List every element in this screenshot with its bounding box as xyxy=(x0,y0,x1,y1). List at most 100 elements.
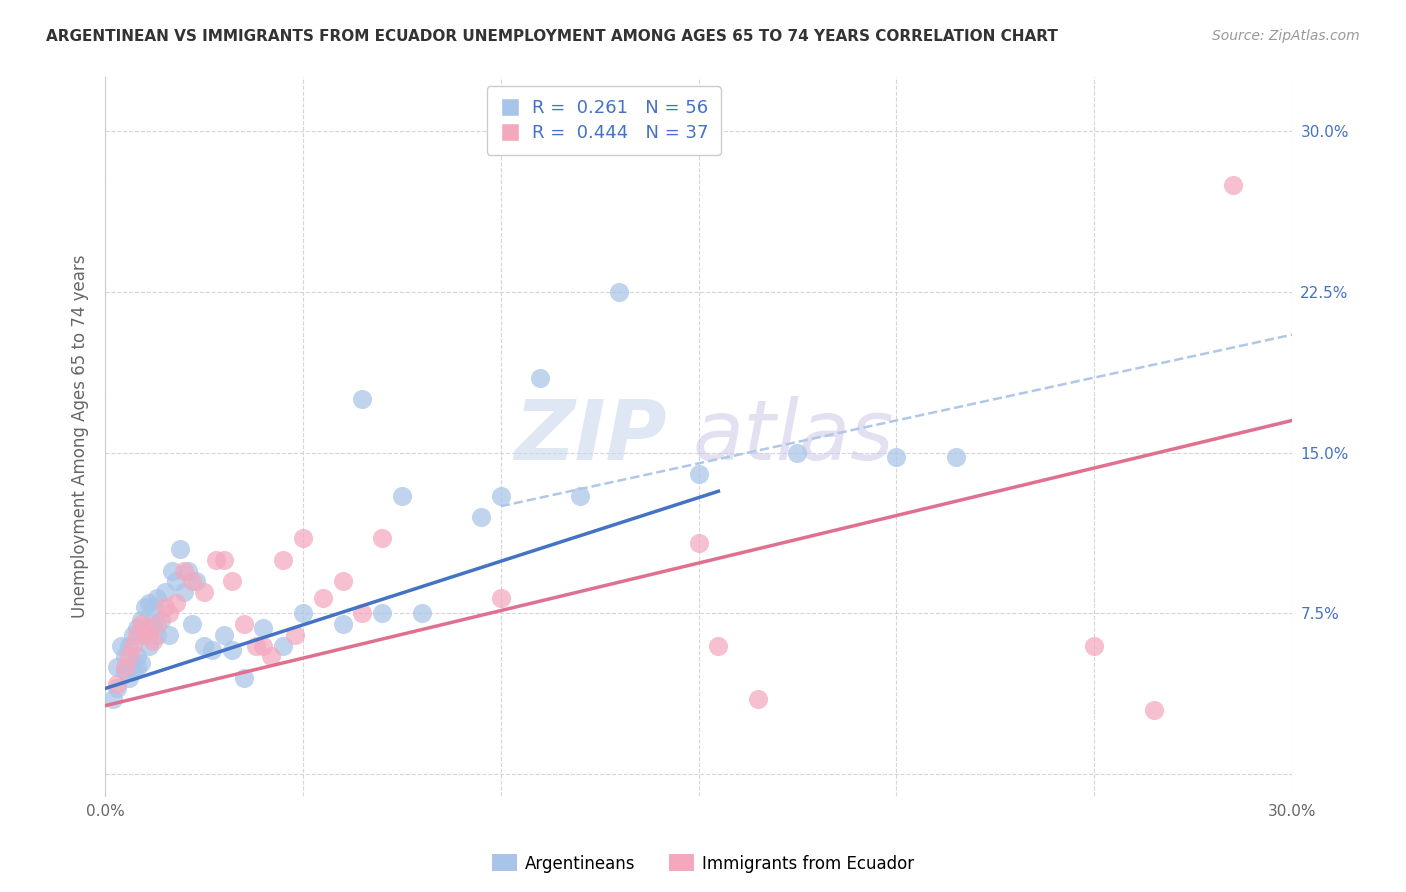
Point xyxy=(212,628,235,642)
Point xyxy=(125,649,148,664)
Point xyxy=(886,450,908,464)
Point xyxy=(105,660,128,674)
Point xyxy=(707,639,730,653)
Point xyxy=(129,617,152,632)
Point xyxy=(145,591,167,606)
Point xyxy=(181,617,204,632)
Point xyxy=(332,574,354,589)
Point xyxy=(271,553,294,567)
Point xyxy=(105,681,128,696)
Point xyxy=(162,564,184,578)
Point xyxy=(134,622,156,636)
Point xyxy=(568,489,591,503)
Point xyxy=(245,639,267,653)
Y-axis label: Unemployment Among Ages 65 to 74 years: Unemployment Among Ages 65 to 74 years xyxy=(72,255,89,618)
Point xyxy=(134,600,156,615)
Point xyxy=(153,585,176,599)
Text: Source: ZipAtlas.com: Source: ZipAtlas.com xyxy=(1212,29,1360,44)
Point xyxy=(125,660,148,674)
Point xyxy=(118,639,141,653)
Point xyxy=(173,564,195,578)
Point xyxy=(489,489,512,503)
Point xyxy=(118,649,141,664)
Point xyxy=(138,622,160,636)
Point xyxy=(1083,639,1105,653)
Point xyxy=(221,574,243,589)
Point xyxy=(352,607,374,621)
Point xyxy=(193,585,215,599)
Point xyxy=(181,574,204,589)
Point xyxy=(332,617,354,632)
Point xyxy=(129,613,152,627)
Point xyxy=(271,639,294,653)
Point xyxy=(312,591,335,606)
Point xyxy=(138,639,160,653)
Point xyxy=(142,600,165,615)
Point xyxy=(945,450,967,464)
Point xyxy=(252,639,274,653)
Point xyxy=(489,591,512,606)
Point xyxy=(149,613,172,627)
Point xyxy=(470,510,492,524)
Point xyxy=(1222,178,1244,192)
Point xyxy=(129,656,152,670)
Point xyxy=(252,622,274,636)
Point xyxy=(173,585,195,599)
Point xyxy=(688,535,710,549)
Point xyxy=(157,607,180,621)
Point xyxy=(260,649,283,664)
Point xyxy=(142,617,165,632)
Point xyxy=(114,665,136,679)
Point xyxy=(138,596,160,610)
Point xyxy=(221,643,243,657)
Legend: R =  0.261   N = 56, R =  0.444   N = 37: R = 0.261 N = 56, R = 0.444 N = 37 xyxy=(486,87,721,155)
Point xyxy=(105,677,128,691)
Point xyxy=(114,649,136,664)
Text: ZIP: ZIP xyxy=(515,396,668,477)
Point xyxy=(165,574,187,589)
Point xyxy=(292,607,315,621)
Point xyxy=(165,596,187,610)
Point xyxy=(747,692,769,706)
Point xyxy=(125,628,148,642)
Point xyxy=(122,628,145,642)
Point xyxy=(134,628,156,642)
Point xyxy=(284,628,307,642)
Point xyxy=(145,617,167,632)
Text: ARGENTINEAN VS IMMIGRANTS FROM ECUADOR UNEMPLOYMENT AMONG AGES 65 TO 74 YEARS CO: ARGENTINEAN VS IMMIGRANTS FROM ECUADOR U… xyxy=(46,29,1059,45)
Legend: Argentineans, Immigrants from Ecuador: Argentineans, Immigrants from Ecuador xyxy=(485,847,921,880)
Point xyxy=(688,467,710,481)
Point xyxy=(153,600,176,615)
Point xyxy=(142,634,165,648)
Point xyxy=(145,628,167,642)
Point xyxy=(118,671,141,685)
Point xyxy=(138,628,160,642)
Point xyxy=(169,542,191,557)
Point xyxy=(609,285,631,299)
Point xyxy=(232,617,254,632)
Point xyxy=(125,622,148,636)
Point xyxy=(122,665,145,679)
Point xyxy=(371,532,394,546)
Point xyxy=(186,574,208,589)
Point xyxy=(292,532,315,546)
Point xyxy=(529,370,551,384)
Point xyxy=(110,639,132,653)
Point xyxy=(201,643,224,657)
Point xyxy=(391,489,413,503)
Point xyxy=(786,445,808,459)
Point xyxy=(101,692,124,706)
Point xyxy=(411,607,433,621)
Point xyxy=(371,607,394,621)
Point xyxy=(122,639,145,653)
Point xyxy=(157,628,180,642)
Point xyxy=(114,660,136,674)
Point xyxy=(193,639,215,653)
Point xyxy=(177,564,200,578)
Point xyxy=(205,553,228,567)
Point xyxy=(232,671,254,685)
Point xyxy=(212,553,235,567)
Point xyxy=(1142,703,1164,717)
Point xyxy=(352,392,374,406)
Text: atlas: atlas xyxy=(693,396,894,477)
